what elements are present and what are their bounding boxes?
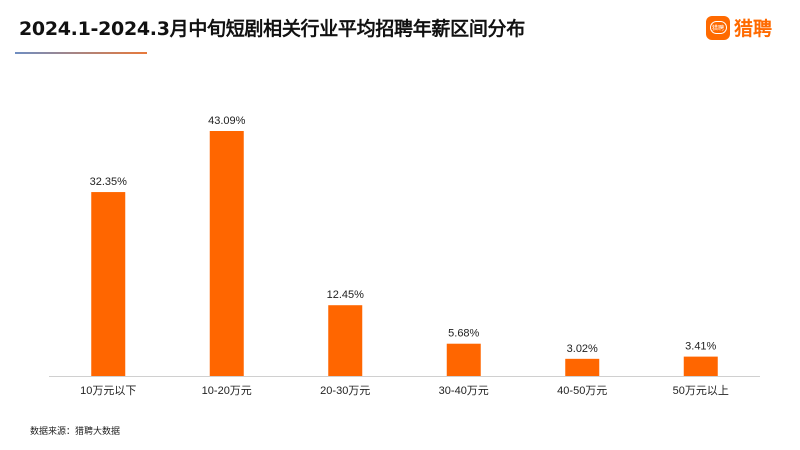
- data-label: 3.02%: [567, 343, 598, 355]
- title-underline: [15, 52, 147, 54]
- data-label: 5.68%: [448, 328, 479, 340]
- bar: [683, 356, 718, 376]
- x-tick-label: 20-30万元: [320, 385, 370, 397]
- data-label: 32.35%: [90, 176, 128, 188]
- data-source: 数据来源：猎聘大数据: [30, 427, 121, 437]
- data-label: 3.41%: [685, 341, 716, 353]
- liepin-logo-icon: 猎聘: [706, 15, 730, 40]
- bar: [91, 192, 126, 376]
- logo-bubble: 猎聘: [709, 21, 727, 34]
- chart-title: 2024.1-2024.3月中旬短剧相关行业平均招聘年薪区间分布: [19, 18, 525, 40]
- x-tick-label: 40-50万元: [557, 385, 607, 397]
- bar: [565, 358, 600, 376]
- logo-text: 猎聘: [734, 18, 773, 40]
- x-tick-label: 10-20万元: [202, 385, 252, 397]
- bar: [328, 305, 363, 376]
- x-tick-label: 10万元以下: [80, 385, 136, 397]
- data-label: 43.09%: [208, 115, 246, 127]
- data-label: 12.45%: [327, 289, 365, 301]
- bar: [209, 131, 244, 376]
- bar: [446, 343, 481, 376]
- x-tick-label: 30-40万元: [439, 385, 489, 397]
- liepin-logo: 猎聘 猎聘: [706, 14, 772, 41]
- x-tick-label: 50万元以上: [673, 384, 729, 397]
